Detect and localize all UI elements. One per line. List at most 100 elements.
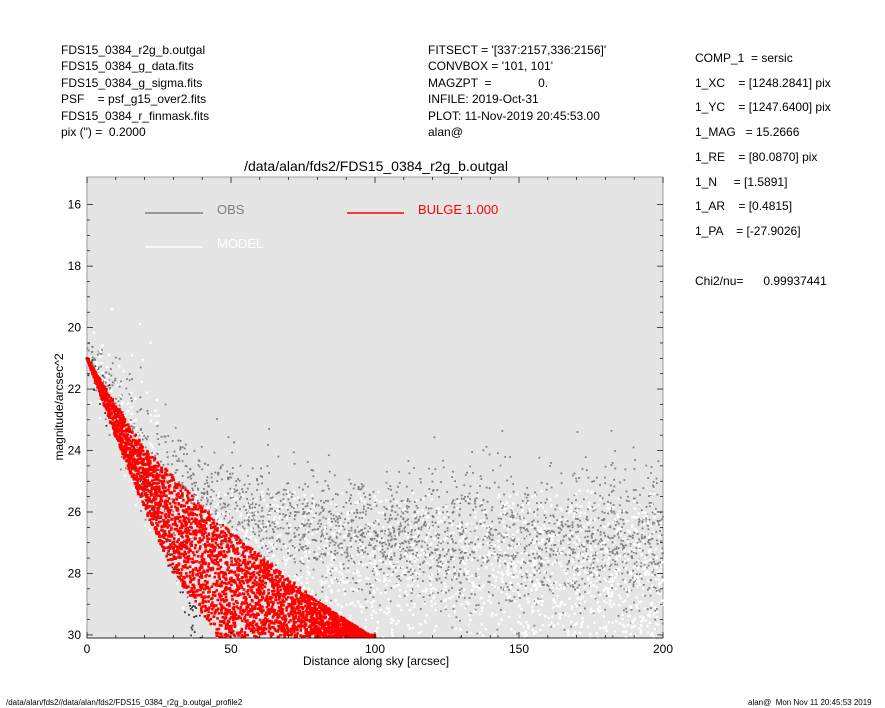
obs-point [282, 493, 285, 496]
obs-point [271, 496, 274, 499]
obs-point [653, 586, 655, 588]
obs-point [442, 459, 444, 462]
model-point [444, 605, 447, 608]
obs-point [102, 375, 105, 378]
model-point [496, 539, 500, 542]
obs-point [621, 543, 624, 546]
model-point [286, 594, 290, 597]
obs-point [574, 551, 577, 554]
obs-point [247, 524, 250, 527]
obs-point [592, 509, 595, 512]
obs-point [371, 537, 374, 540]
model-point [241, 494, 245, 497]
obs-point [585, 469, 588, 472]
model-point [624, 588, 628, 591]
obs-point [451, 500, 454, 503]
obs-point [526, 576, 529, 579]
model-point [508, 594, 512, 598]
model-point [483, 524, 486, 528]
obs-point [347, 559, 350, 562]
model-point [149, 341, 152, 344]
model-point [618, 510, 622, 513]
obs-point [576, 567, 579, 570]
obs-point [452, 499, 455, 501]
obs-point [406, 566, 408, 569]
model-point [622, 537, 625, 540]
obs-point [565, 510, 568, 512]
model-point [513, 518, 516, 521]
obs-point [357, 547, 360, 549]
obs-point [545, 531, 548, 533]
model-point [470, 558, 474, 561]
obs-point [183, 453, 185, 455]
obs-point [427, 548, 429, 550]
obs-point [229, 487, 232, 490]
obs-point [430, 507, 433, 510]
model-point [398, 505, 402, 508]
model-point [508, 615, 511, 619]
bulge-point [202, 591, 205, 594]
model-point [534, 599, 538, 602]
model-point [151, 446, 155, 450]
model-point [430, 600, 433, 603]
obs-point [350, 494, 352, 497]
model-point [357, 492, 361, 495]
obs-point [373, 564, 376, 567]
model-point [358, 542, 362, 545]
obs-point [210, 488, 213, 491]
obs-point [261, 509, 263, 512]
obs-point [143, 490, 146, 493]
model-point [419, 631, 422, 634]
model-point [519, 585, 522, 588]
obs-point [312, 469, 315, 472]
obs-point [434, 548, 437, 551]
obs-point [406, 546, 409, 549]
model-point [149, 442, 152, 445]
obs-point [374, 519, 377, 522]
obs-point [126, 378, 128, 380]
model-point [180, 514, 183, 517]
obs-point [348, 511, 351, 514]
bulge-point [193, 553, 196, 557]
obs-point [411, 528, 413, 531]
obs-point [151, 452, 153, 454]
obs-point [610, 484, 612, 487]
obs-point [442, 540, 445, 543]
model-point [296, 577, 299, 580]
model-point [347, 517, 350, 520]
obs-point [287, 498, 290, 501]
model-point [398, 548, 402, 552]
model-point [596, 609, 599, 612]
obs-point [145, 438, 148, 441]
obs-point [302, 513, 304, 515]
bulge-point [270, 605, 274, 609]
obs-point [658, 589, 661, 592]
model-point [385, 612, 389, 616]
model-point [337, 530, 341, 533]
obs-point [188, 509, 190, 512]
obs-point [374, 530, 377, 533]
model-point [494, 613, 498, 616]
obs-point [546, 530, 549, 532]
obs-point [576, 524, 579, 526]
model-point [357, 562, 361, 565]
obs-point [119, 407, 122, 410]
model-point [531, 605, 534, 609]
obs-point [437, 565, 440, 568]
model-point [305, 577, 309, 580]
model-point [366, 600, 369, 603]
model-point [610, 594, 614, 597]
model-point [218, 521, 222, 524]
obs-point [456, 498, 459, 500]
model-point [513, 561, 516, 565]
obs-point [222, 542, 225, 545]
model-point [222, 558, 225, 561]
model-point [209, 511, 213, 514]
model-point [175, 554, 179, 557]
param-line: 1_MAG = 15.2666 [695, 125, 800, 139]
model-point [502, 539, 505, 542]
obs-point [374, 501, 377, 504]
model-point [189, 535, 192, 539]
model-point [437, 568, 440, 571]
obs-point [548, 539, 550, 542]
